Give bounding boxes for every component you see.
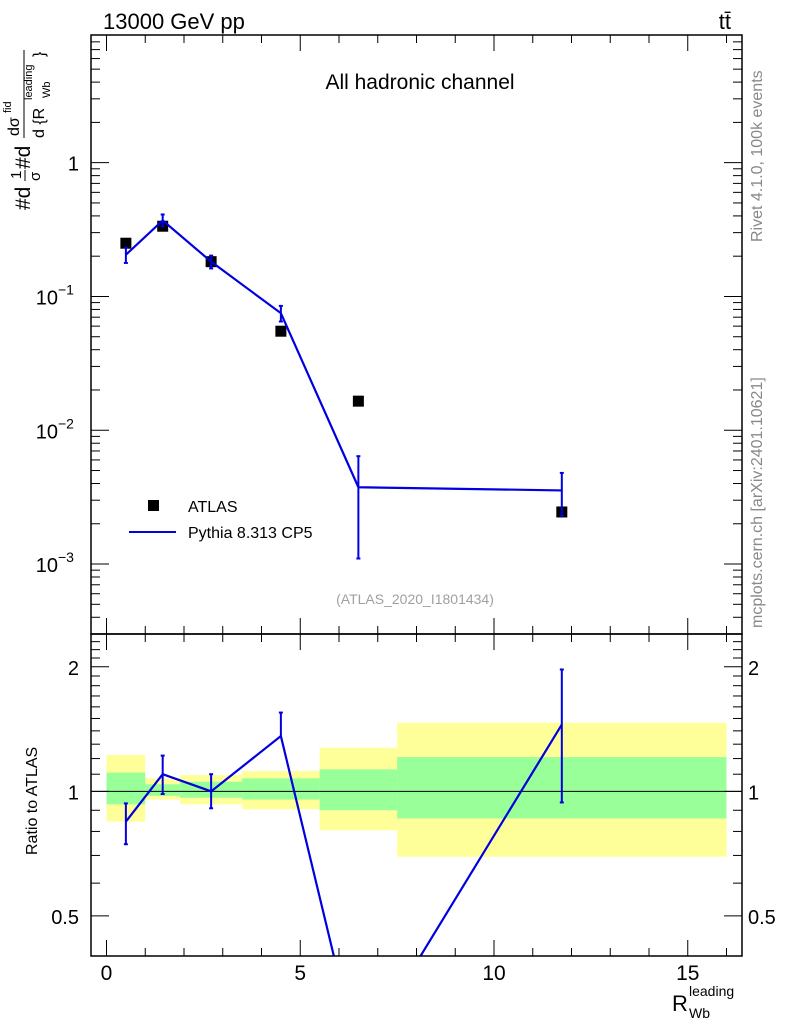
ratio-y-tick-label-right: 0.5 [748,907,776,929]
ratio-data-layer [91,668,742,956]
ylabel-frac1-num: 1 [8,171,25,179]
xlabel-main: R [672,991,688,1016]
analysis-watermark: (ATLAS_2020_I1801434) [336,591,494,607]
main-data-layer [120,213,568,560]
main-y-tick-label: 1 [68,154,79,176]
ratio-axes: 0 5 10 15 0.5 0.5 1 1 2 2 [51,633,776,985]
ratio-panel: 0 5 10 15 0.5 0.5 1 1 2 2 Ratio to ATLAS R Wb lea… [24,633,776,1021]
rivet-version-label: Rivet 4.1.0, 100k events [749,70,766,242]
ylabel-frac2-num: dσ [6,117,23,136]
main-y-tick-exponent: −3 [58,549,74,565]
ratio-y-axis-label: Ratio to ATLAS [24,747,41,855]
legend-pythia-label: Pythia 8.313 CP5 [188,525,313,542]
ratio-green-band [106,772,146,805]
chart-title: All hadronic channel [325,71,514,94]
main-y-tick-label: 10 [36,421,58,443]
main-frame [90,34,743,635]
main-axes: 110−110−210−3 [36,34,743,635]
ylabel-d1: #d [12,187,35,210]
x-tick-label: 15 [676,962,699,985]
atlas-data-point [275,325,287,337]
main-y-tick-exponent: −1 [58,281,74,297]
mcplots-label: mcplots.cern.ch [arXiv:2401.10621] [749,377,766,628]
ratio-green-band [242,778,320,800]
x-tick-label: 5 [294,962,306,985]
xlabel-sub: Wb [689,1005,710,1021]
ratio-series-line [125,723,563,956]
main-y-tick-label: 10 [36,287,58,309]
main-y-tick-exponent: −2 [58,415,74,431]
main-y-tick-label: 10 [36,555,58,577]
ratio-green-band [319,769,398,811]
header-energy-label: 13000 GeV pp [103,9,245,34]
ratio-y-tick-label-left: 1 [68,782,79,804]
xlabel-sup: leading [689,983,734,999]
main-y-axis-label: #d 1 σ #d dσ fid d {R Wb leading } [2,50,53,210]
ylabel-frac2-den-sub: Wb [41,82,53,99]
x-axis-label: R Wb leading [672,983,734,1021]
ylabel-frac1-den: σ [27,171,44,181]
ratio-y-tick-label-left: 0.5 [51,907,79,929]
ratio-y-tick-label-right: 1 [748,782,759,804]
ylabel-frac2-den-sup: leading [23,65,35,100]
ratio-y-tick-label-right: 2 [748,658,759,680]
x-tick-label: 0 [101,962,113,985]
x-tick-label: 10 [482,962,505,985]
ratio-y-tick-label-left: 2 [68,658,79,680]
legend-atlas-label: ATLAS [188,499,238,516]
main-panel: 110−110−210−3 All hadronic channel (ATLA… [2,34,743,635]
header-process-label: tt̄ [719,9,731,34]
ylabel-frac2-den-close: } [31,51,48,57]
legend: ATLAS Pythia 8.313 CP5 [129,499,313,542]
pythia-series-line [125,218,562,492]
ylabel-frac2-num-sup: fid [2,101,14,113]
ylabel-d2: #d [12,146,35,169]
atlas-data-point [120,237,132,249]
atlas-data-point [352,395,364,407]
legend-atlas-marker [148,500,159,511]
ylabel-frac2-den: d {R [31,108,48,138]
